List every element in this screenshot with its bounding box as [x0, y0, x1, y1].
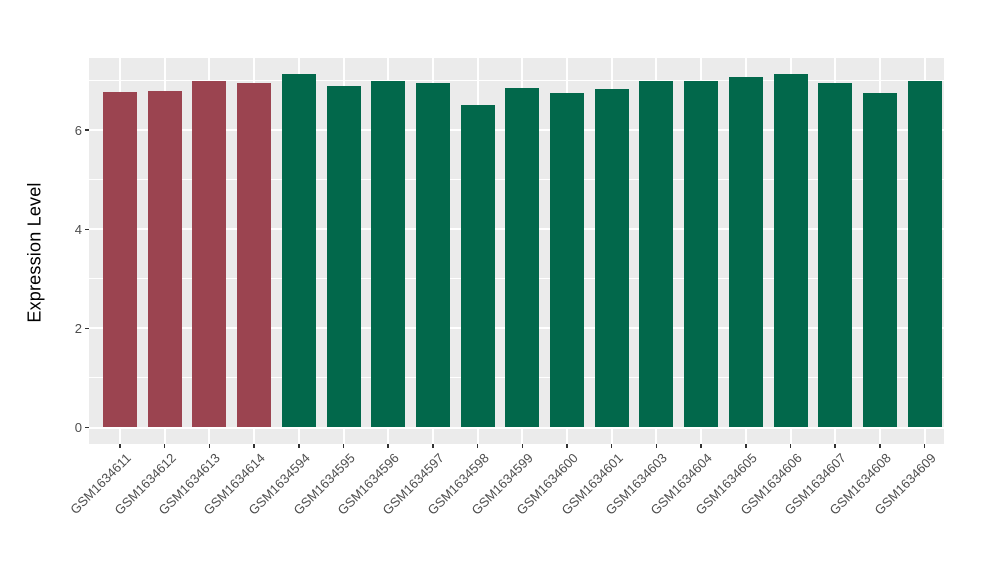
bar-GSM1634600 — [550, 92, 584, 428]
y-tick-mark — [84, 228, 89, 231]
x-tick-mark — [521, 444, 524, 448]
x-tick-mark — [610, 444, 613, 448]
bar-GSM1634606 — [773, 74, 808, 428]
bar-GSM1634608 — [862, 92, 897, 428]
x-tick-mark — [119, 444, 121, 448]
x-tick-mark — [208, 444, 211, 448]
x-tick-mark — [879, 444, 881, 448]
x-tick-mark — [298, 444, 300, 448]
y-tick-label: 4 — [74, 221, 82, 237]
bar-GSM1634614 — [237, 82, 272, 428]
bar-GSM1634594 — [281, 74, 316, 428]
bar-GSM1634603 — [639, 81, 674, 428]
y-tick-label: 0 — [74, 420, 82, 435]
x-tick-mark — [342, 444, 345, 448]
bar-GSM1634601 — [594, 89, 629, 428]
x-tick-mark — [387, 444, 389, 448]
bar-GSM1634607 — [818, 82, 853, 428]
x-tick-mark — [923, 444, 926, 448]
x-tick-mark — [253, 444, 255, 448]
y-axis-title: Expression Level — [24, 182, 45, 323]
x-tick-mark — [163, 444, 166, 448]
major-gridline — [89, 426, 944, 429]
x-tick-mark — [566, 444, 568, 448]
minor-gridline — [89, 80, 944, 82]
x-tick-mark — [700, 444, 702, 448]
y-tick-mark — [84, 327, 89, 330]
bar-GSM1634599 — [505, 87, 540, 428]
x-tick-mark — [476, 444, 479, 448]
bar-GSM1634604 — [684, 81, 719, 428]
bar-GSM1634609 — [907, 81, 942, 428]
bar-GSM1634598 — [460, 104, 495, 428]
x-tick-mark — [655, 444, 658, 448]
bar-GSM1634613 — [192, 80, 227, 428]
y-tick-mark — [84, 426, 89, 429]
x-tick-mark — [432, 444, 434, 448]
x-tick-mark — [834, 444, 836, 448]
bar-GSM1634595 — [326, 85, 361, 428]
bar-GSM1634605 — [728, 76, 763, 428]
x-tick-mark — [745, 444, 747, 448]
bar-GSM1634611 — [103, 91, 137, 428]
y-tick-label: 6 — [74, 122, 82, 138]
plot-panel — [89, 58, 944, 444]
bar-GSM1634596 — [371, 81, 406, 428]
y-tick-mark — [84, 129, 89, 131]
bar-GSM1634612 — [147, 90, 182, 428]
y-tick-label: 2 — [74, 320, 82, 336]
bar-GSM1634597 — [415, 82, 450, 428]
x-tick-mark — [789, 444, 792, 448]
